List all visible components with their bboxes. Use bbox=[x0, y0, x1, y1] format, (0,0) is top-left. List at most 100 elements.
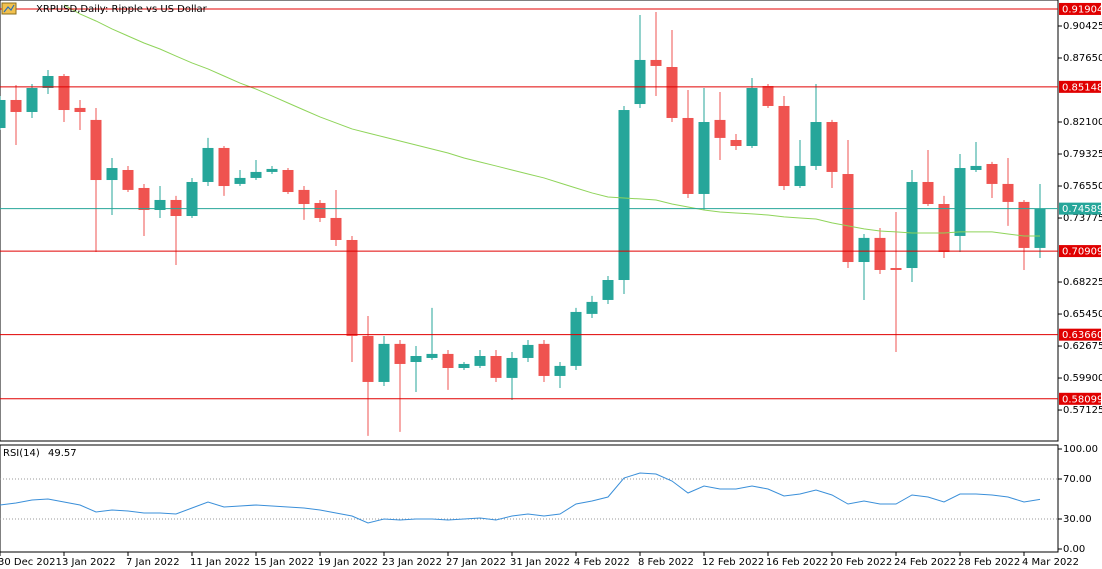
candle-body bbox=[122, 169, 134, 190]
candle-body bbox=[394, 343, 406, 364]
candle-body bbox=[762, 86, 774, 106]
candle-body bbox=[314, 202, 326, 218]
y-tick-label: 0.73775 bbox=[1063, 213, 1102, 224]
y-tick-label: 0.65450 bbox=[1063, 309, 1102, 320]
candle-body bbox=[858, 237, 870, 263]
x-tick-label: 30 Dec 2021 bbox=[0, 557, 62, 568]
rsi-title: RSI(14) bbox=[3, 448, 40, 459]
y-tick-label: 0.57125 bbox=[1063, 405, 1102, 416]
candle-body bbox=[842, 174, 854, 263]
candle-body bbox=[170, 199, 182, 217]
candle-body bbox=[634, 59, 646, 105]
x-tick-label: 16 Feb 2022 bbox=[766, 557, 828, 568]
y-tick-label: 0.59900 bbox=[1063, 373, 1102, 384]
y-tick-label: 0.82100 bbox=[1063, 117, 1102, 128]
candle-body bbox=[890, 268, 902, 270]
candle-body bbox=[138, 187, 150, 211]
candle-body bbox=[682, 117, 694, 194]
rsi-tick-label: 30.00 bbox=[1063, 514, 1092, 525]
x-tick-label: 24 Feb 2022 bbox=[894, 557, 956, 568]
candle-body bbox=[538, 343, 550, 376]
candle-body bbox=[0, 99, 6, 129]
candle-body bbox=[234, 177, 246, 184]
x-tick-label: 4 Feb 2022 bbox=[574, 557, 630, 568]
candle-body bbox=[570, 311, 582, 366]
x-tick-label: 4 Mar 2022 bbox=[1022, 557, 1079, 568]
candle-body bbox=[1018, 201, 1030, 248]
x-tick-label: 15 Jan 2022 bbox=[254, 557, 314, 568]
candle-body bbox=[410, 356, 422, 363]
candle-body bbox=[778, 105, 790, 187]
moving-average bbox=[63, 4, 1040, 237]
candle-body bbox=[90, 119, 102, 181]
rsi-frame bbox=[0, 444, 1059, 553]
candle-body bbox=[554, 365, 566, 376]
candle-body bbox=[506, 357, 518, 378]
y-tick-label: 0.76550 bbox=[1063, 181, 1102, 192]
candle-body bbox=[714, 119, 726, 138]
candle-body bbox=[42, 75, 54, 88]
x-tick-label: 12 Feb 2022 bbox=[702, 557, 764, 568]
level-line-label-box bbox=[1059, 392, 1101, 405]
candle-body bbox=[522, 344, 534, 358]
x-tick-label: 8 Feb 2022 bbox=[638, 557, 694, 568]
candle-body bbox=[490, 356, 502, 378]
candle-body bbox=[906, 181, 918, 269]
candle-body bbox=[74, 107, 86, 112]
y-tick-label: 0.68225 bbox=[1063, 277, 1102, 288]
y-tick-label: 0.90425 bbox=[1063, 21, 1102, 32]
level-line-label-box bbox=[1059, 328, 1101, 341]
candle-body bbox=[1034, 208, 1046, 248]
x-tick-label: 7 Jan 2022 bbox=[126, 557, 180, 568]
candle-body bbox=[282, 169, 294, 193]
y-tick-label: 0.79325 bbox=[1063, 149, 1102, 160]
rsi-line bbox=[0, 472, 1041, 524]
x-tick-label: 3 Jan 2022 bbox=[62, 557, 116, 568]
candle-body bbox=[874, 237, 886, 270]
x-tick-label: 23 Jan 2022 bbox=[382, 557, 442, 568]
level-line-label-box bbox=[1059, 245, 1101, 258]
candle-body bbox=[986, 163, 998, 184]
candle-body bbox=[26, 87, 38, 112]
candle-body bbox=[298, 189, 310, 205]
x-tick-label: 28 Feb 2022 bbox=[958, 557, 1020, 568]
candle-body bbox=[618, 110, 630, 281]
candle-body bbox=[154, 199, 166, 211]
candle-body bbox=[362, 335, 374, 382]
candle-body bbox=[10, 99, 22, 112]
level-line-label: 0.63660 bbox=[1062, 330, 1102, 341]
level-line-label-box bbox=[1059, 80, 1101, 93]
candle-body bbox=[826, 122, 838, 172]
chart-title: XRPUSD,Daily: Ripple vs US Dollar bbox=[36, 4, 208, 15]
candle-body bbox=[202, 147, 214, 182]
candle-body bbox=[954, 168, 966, 236]
candle-body bbox=[426, 353, 438, 358]
candle-body bbox=[106, 168, 118, 181]
candle-body bbox=[1002, 183, 1014, 202]
title-block: XRPUSD,Daily: Ripple vs US Dollar bbox=[1, 2, 208, 15]
candle-body bbox=[218, 147, 230, 187]
candle-body bbox=[922, 181, 934, 205]
candle-body bbox=[698, 122, 710, 194]
x-tick-label: 31 Jan 2022 bbox=[510, 557, 570, 568]
candle-body bbox=[794, 165, 806, 187]
level-line-label: 0.58099 bbox=[1062, 394, 1102, 405]
candle-body bbox=[746, 87, 758, 147]
rsi-tick-label: 0.00 bbox=[1063, 544, 1085, 555]
candle-body bbox=[250, 171, 262, 178]
main-frame bbox=[0, 0, 1059, 442]
candle-body bbox=[442, 353, 454, 368]
candle-body bbox=[650, 59, 662, 66]
x-tick-label: 11 Jan 2022 bbox=[190, 557, 250, 568]
main-plot bbox=[0, 4, 1058, 436]
candle-body bbox=[378, 343, 390, 382]
candle-body bbox=[586, 301, 598, 314]
candle-body bbox=[458, 363, 470, 368]
candle-body bbox=[602, 280, 614, 300]
candle-body bbox=[810, 122, 822, 166]
level-line-label: 0.91904 bbox=[1062, 4, 1102, 15]
candle-body bbox=[730, 140, 742, 147]
x-tick-label: 20 Feb 2022 bbox=[830, 557, 892, 568]
